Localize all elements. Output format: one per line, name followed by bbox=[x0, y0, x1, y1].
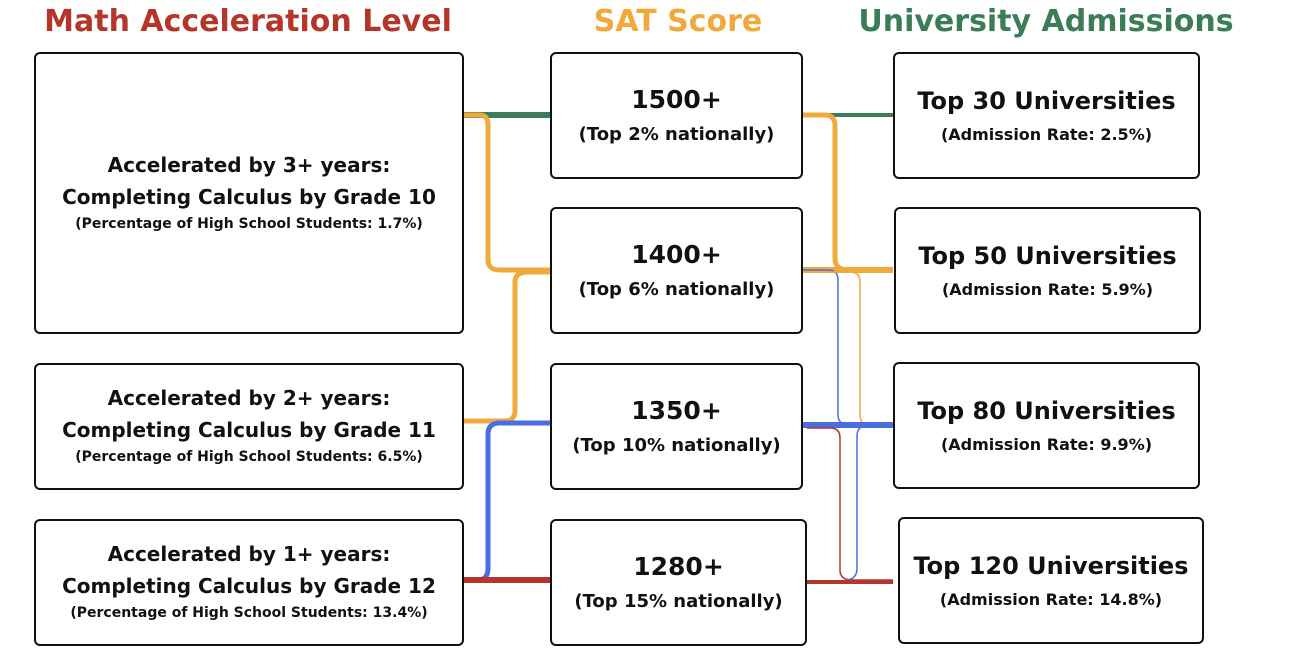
node-box: Top 80 Universities (Admission Rate: 9.9%… bbox=[893, 362, 1200, 489]
node-subheading: Completing Calculus by Grade 10 bbox=[62, 184, 436, 209]
node-box: Accelerated by 2+ years: Completing Calcu… bbox=[34, 363, 464, 490]
node-heading: 1500+ bbox=[631, 84, 722, 114]
node-heading: 1350+ bbox=[631, 395, 722, 425]
node-heading: Accelerated by 2+ years: bbox=[107, 386, 391, 411]
node-heading: Top 80 Universities bbox=[917, 397, 1176, 426]
node-heading: 1280+ bbox=[633, 551, 724, 581]
node-box: Accelerated by 1+ years: Completing Calcu… bbox=[34, 519, 464, 646]
node-heading: 1400+ bbox=[631, 239, 722, 269]
node-note: (Top 2% nationally) bbox=[578, 123, 775, 145]
node-subheading: Completing Calculus by Grade 11 bbox=[62, 418, 436, 443]
node-heading: Top 50 Universities bbox=[918, 242, 1177, 271]
node-heading: Accelerated by 1+ years: bbox=[107, 542, 391, 567]
node-note: (Top 6% nationally) bbox=[578, 278, 775, 300]
node-subheading: Completing Calculus by Grade 12 bbox=[62, 574, 436, 599]
column-title: SAT Score bbox=[593, 4, 763, 39]
node-note: (Percentage of High School Students: 13.… bbox=[70, 605, 428, 622]
node-note: (Top 10% nationally) bbox=[572, 434, 781, 456]
node-heading: Top 30 Universities bbox=[917, 87, 1176, 116]
node-box: 1500+ (Top 2% nationally) bbox=[550, 52, 803, 179]
node-box: 1280+ (Top 15% nationally) bbox=[550, 519, 807, 646]
node-box: Top 120 Universities (Admission Rate: 14.… bbox=[898, 517, 1204, 644]
node-box: Accelerated by 3+ years: Completing Calcu… bbox=[34, 52, 464, 334]
node-note: (Percentage of High School Students: 1.7… bbox=[75, 215, 423, 232]
node-box: Top 30 Universities (Admission Rate: 2.5%… bbox=[893, 52, 1200, 179]
node-note: (Admission Rate: 5.9%) bbox=[941, 279, 1154, 299]
node-note: (Percentage of High School Students: 6.5… bbox=[75, 449, 423, 466]
node-note: (Admission Rate: 2.5%) bbox=[940, 124, 1153, 144]
node-note: (Admission Rate: 9.9%) bbox=[940, 434, 1153, 454]
column-title: University Admissions bbox=[858, 4, 1234, 39]
node-box: Top 50 Universities (Admission Rate: 5.9%… bbox=[894, 207, 1201, 334]
node-note: (Admission Rate: 14.8%) bbox=[939, 589, 1163, 609]
node-heading: Top 120 Universities bbox=[913, 552, 1189, 581]
node-box: 1400+ (Top 6% nationally) bbox=[550, 207, 803, 334]
node-note: (Top 15% nationally) bbox=[574, 590, 783, 612]
node-box: 1350+ (Top 10% nationally) bbox=[550, 363, 803, 490]
node-heading: Accelerated by 3+ years: bbox=[107, 152, 391, 177]
column-title: Math Acceleration Level bbox=[44, 4, 452, 39]
